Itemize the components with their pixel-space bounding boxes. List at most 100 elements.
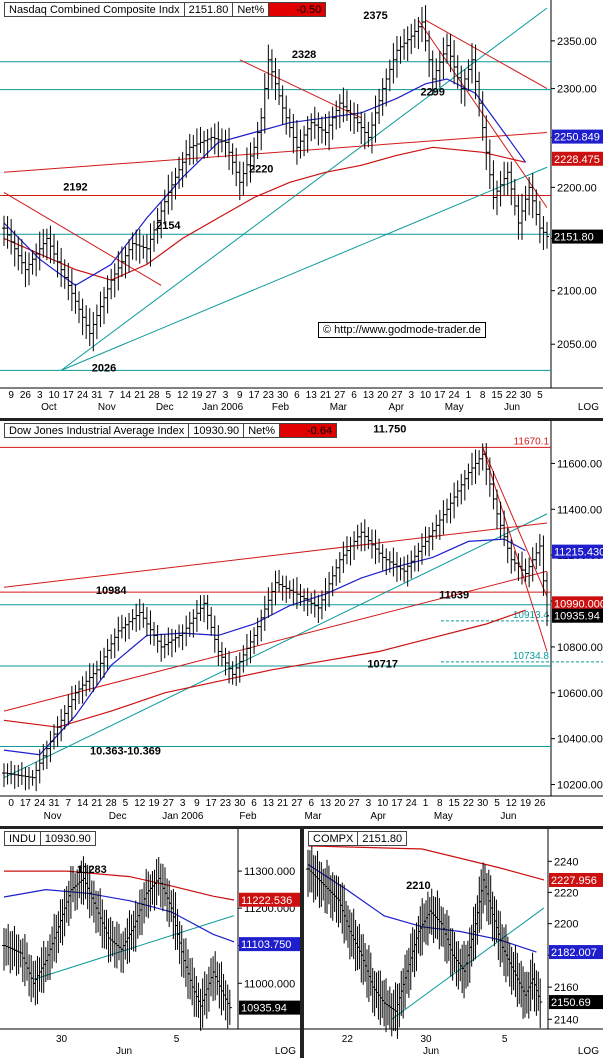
nasdaq-change-label: Net%: [232, 2, 270, 17]
y-tick-label: 2160: [554, 982, 578, 994]
level-annotation: 2375: [363, 10, 387, 22]
x-tick-label: 14: [77, 798, 89, 809]
x-tick-label: 30: [420, 1034, 432, 1045]
price-axis-value-box: [552, 229, 603, 244]
x-tick-label: 19: [191, 390, 203, 401]
x-tick-label: 28: [148, 390, 160, 401]
y-tick-label: 2240: [554, 856, 578, 868]
dow-plot: 11600.0011400.0011200.0011000.0010800.00…: [0, 421, 603, 822]
price-axis-value-text: 2228.475: [554, 154, 600, 166]
price-bars: [2, 856, 232, 1031]
x-tick-label: 0: [8, 798, 14, 809]
x-tick-label: 13: [320, 798, 332, 809]
dow-change: -0.64: [279, 423, 338, 438]
watermark-text: © http://www.godmode-trader.de: [323, 324, 481, 336]
x-tick-label: 20: [334, 798, 346, 809]
x-period-label: Feb: [239, 811, 257, 822]
dow-header: Dow Jones Industrial Average Index 10930…: [4, 423, 338, 438]
price-axis-value-text: 2227.956: [551, 875, 597, 887]
level-annotation: 11283: [77, 864, 107, 876]
x-tick-label: 17: [20, 798, 32, 809]
y-tick-label: 2200.00: [557, 182, 597, 194]
x-tick-label: 15: [491, 390, 503, 401]
level-annotation: 10.363-10.369: [90, 746, 161, 758]
level-annotation: 2220: [249, 163, 273, 175]
moving-average-slow: [3, 609, 526, 728]
x-tick-label: 5: [502, 1034, 508, 1045]
x-tick-label: 27: [391, 390, 403, 401]
x-tick-label: 27: [206, 390, 218, 401]
x-tick-label: 22: [342, 1034, 354, 1045]
y-tick-label: 11600.00: [557, 458, 602, 470]
y-tick-label: 10200.00: [557, 780, 603, 792]
x-tick-label: 17: [63, 390, 75, 401]
trendline: [60, 166, 548, 371]
price-axis-value-box: [552, 151, 603, 166]
y-tick-label: 2100.00: [557, 286, 597, 298]
x-tick-label: 21: [320, 390, 332, 401]
price-axis-value-text: 10935.94: [554, 611, 600, 623]
x-period-label: Jan 2006: [162, 811, 204, 822]
indu-chart-panel[interactable]: INDU 10930.90 11300.00011200.00011100.00…: [0, 829, 300, 1058]
dow-last: 10930.90: [188, 423, 245, 438]
y-tick-label: 10600.00: [557, 688, 603, 700]
x-tick-label: 17: [206, 798, 218, 809]
x-tick-label: 5: [174, 1034, 180, 1045]
scale-label: LOG: [578, 402, 599, 413]
price-axis-value-text: 2250.849: [554, 132, 600, 144]
price-axis-value-text: 10990.000: [554, 598, 603, 610]
x-tick-label: 5: [537, 390, 543, 401]
y-tick-label: 2350.00: [557, 36, 597, 48]
x-tick-label: 9: [194, 798, 200, 809]
x-tick-label: 1: [466, 390, 472, 401]
x-tick-label: 24: [406, 798, 418, 809]
x-period-label: Nov: [98, 402, 116, 413]
scale-label: LOG: [578, 1046, 599, 1057]
x-tick-label: 15: [449, 798, 461, 809]
level-annotation: 2299: [420, 86, 444, 98]
indu-header: INDU 10930.90: [4, 831, 96, 846]
dow-change-label: Net%: [243, 423, 281, 438]
price-axis-value-box: [239, 892, 300, 907]
watermark-link[interactable]: © http://www.godmode-trader.de: [318, 322, 486, 338]
level-annotation: 2026: [92, 362, 116, 374]
divider-2: [0, 826, 603, 829]
nasdaq-title: Nasdaq Combined Composite Indx: [4, 2, 185, 17]
price-axis-value-text: 10935.94: [241, 1003, 287, 1015]
x-tick-label: 27: [291, 798, 303, 809]
x-tick-label: 27: [163, 798, 175, 809]
x-tick-label: 12: [134, 798, 146, 809]
x-period-label: Dec: [109, 811, 127, 822]
price-axis-value-text: 2151.80: [554, 232, 594, 244]
x-tick-label: 13: [363, 390, 375, 401]
x-tick-label: 24: [449, 390, 461, 401]
indu-plot: 11300.00011200.00011100.00011000.000305J…: [0, 829, 300, 1057]
x-tick-label: 9: [237, 390, 243, 401]
x-tick-label: 12: [506, 798, 518, 809]
reference-level-label: 10734.8: [513, 651, 550, 662]
y-tick-label: 2140: [554, 1014, 578, 1026]
x-tick-label: 10: [377, 798, 389, 809]
x-tick-label: 6: [251, 798, 257, 809]
x-tick-label: 30: [56, 1034, 68, 1045]
level-annotation: 11.750: [373, 423, 406, 435]
dow-chart-panel[interactable]: Dow Jones Industrial Average Index 10930…: [0, 421, 603, 826]
x-period-label: Mar: [304, 811, 322, 822]
x-tick-label: 5: [166, 390, 172, 401]
y-tick-label: 11300.000: [244, 866, 295, 878]
compx-chart-panel[interactable]: COMPX 2151.80 22402220220021802160214022…: [304, 829, 603, 1058]
nasdaq-chart-panel[interactable]: Nasdaq Combined Composite Indx 2151.80 N…: [0, 0, 603, 418]
price-axis-value-text: 2150.69: [551, 997, 591, 1009]
x-period-label: May: [434, 811, 453, 822]
moving-average-slow: [3, 146, 526, 281]
nasdaq-last: 2151.80: [183, 2, 234, 17]
x-tick-label: 3: [408, 390, 414, 401]
x-tick-label: 30: [520, 390, 532, 401]
x-period-label: Jun: [116, 1046, 132, 1057]
x-tick-label: 17: [391, 798, 403, 809]
x-tick-label: 30: [234, 798, 246, 809]
level-annotation: 10717: [367, 659, 398, 671]
price-axis-value-text: 11222.536: [241, 895, 292, 907]
y-tick-label: 11400.00: [557, 504, 602, 516]
x-period-label: Jun: [504, 402, 520, 413]
